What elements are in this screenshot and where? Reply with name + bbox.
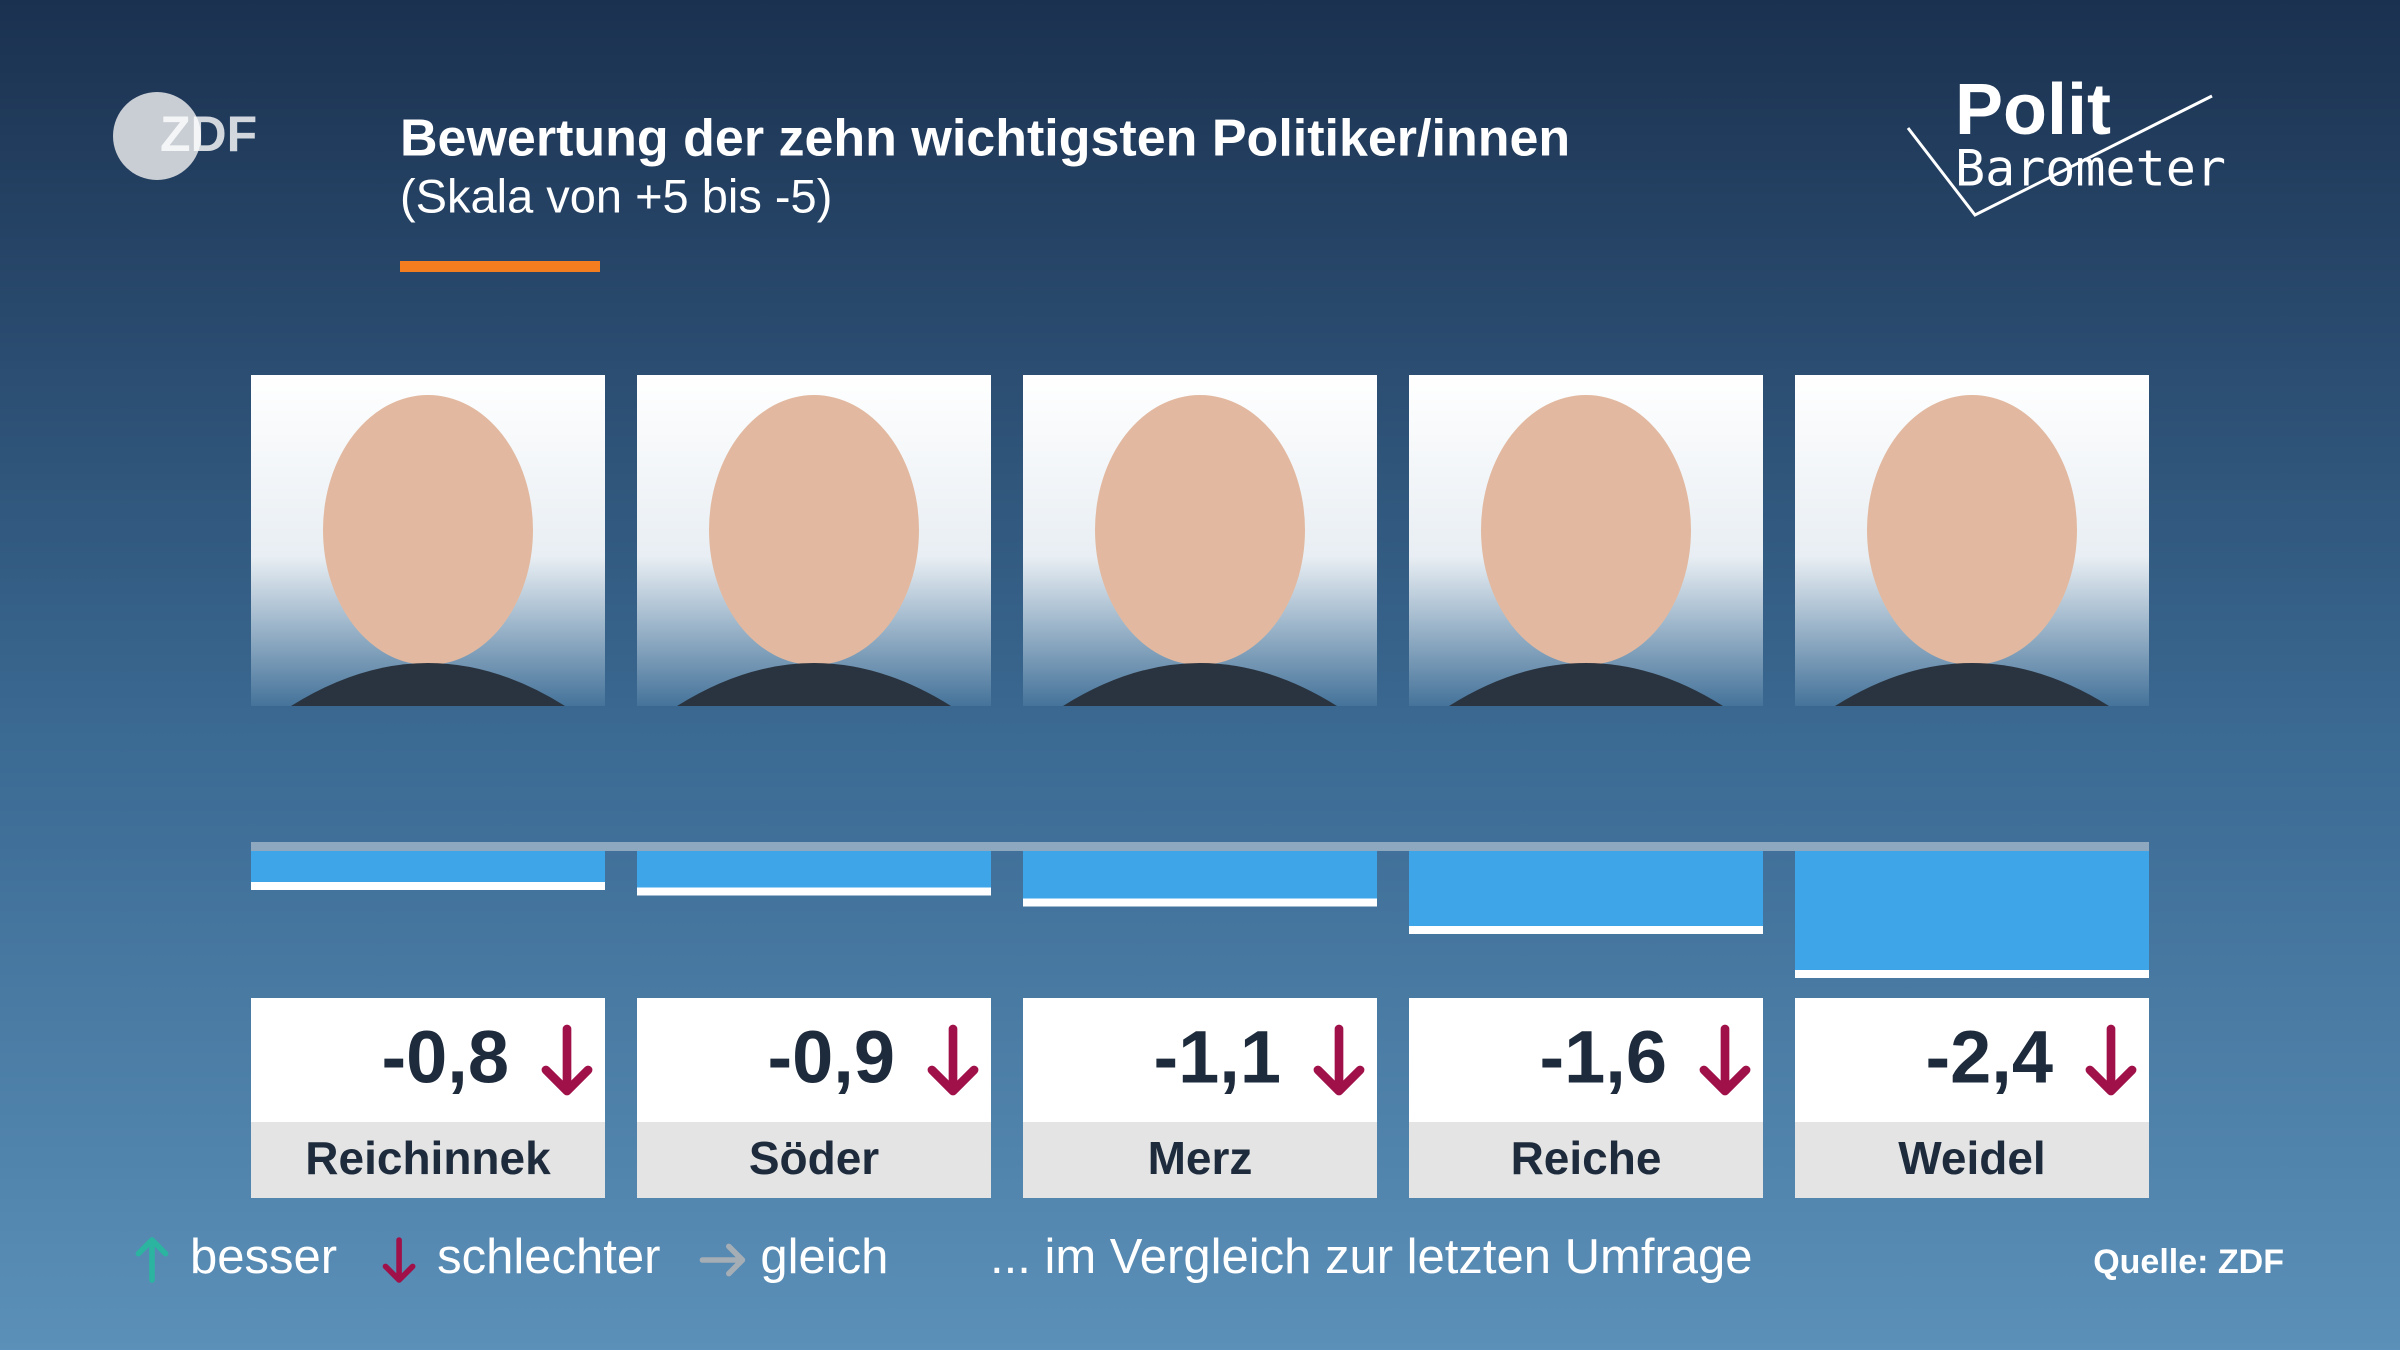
zdf-logo: ZDF — [113, 92, 257, 180]
brand-line2: Barometer — [1955, 140, 2226, 198]
value-label: -0,9 — [767, 1016, 895, 1099]
x-tick-label: Reiche — [1511, 1132, 1662, 1184]
value-label: -0,8 — [381, 1016, 509, 1099]
portrait-head — [323, 395, 533, 665]
x-tick-label: Merz — [1148, 1132, 1253, 1184]
trend-arrow — [382, 1237, 416, 1283]
bar-edge — [1409, 926, 1763, 934]
name-box — [637, 1122, 991, 1198]
accent-line — [400, 261, 600, 272]
trend-arrow — [927, 1024, 979, 1096]
bar-edge — [1023, 898, 1377, 907]
portrait-shoulders — [677, 663, 951, 706]
portrait-head — [1481, 395, 1691, 665]
trend-arrow — [135, 1237, 169, 1283]
bar-edge — [637, 887, 991, 896]
value-box — [1023, 998, 1377, 1122]
bar — [1023, 846, 1377, 907]
brand-check — [1906, 94, 2213, 217]
x-tick-label: Weidel — [1898, 1132, 2045, 1184]
portrait-shoulders — [1835, 663, 2109, 706]
x-tick-label: Reichinnek — [305, 1132, 551, 1184]
trend-arrow — [541, 1024, 593, 1096]
source: Quelle: ZDF — [2093, 1243, 2284, 1281]
name-box — [1409, 1122, 1763, 1198]
name-box — [251, 1122, 605, 1198]
portrait-head — [1867, 395, 2077, 665]
bar — [1409, 846, 1763, 934]
legend-label: besser — [190, 1230, 337, 1284]
portrait-shoulders — [1063, 663, 1337, 706]
value-box — [1409, 998, 1763, 1122]
value-label: -2,4 — [1925, 1016, 2053, 1099]
bar-edge — [1795, 970, 2149, 978]
portrait-shoulders — [1449, 663, 1723, 706]
value-box — [251, 998, 605, 1122]
brand-line1: Polit — [1955, 70, 2111, 150]
portrait-head — [709, 395, 919, 665]
trend-arrow — [1699, 1024, 1751, 1096]
value-label: -1,1 — [1153, 1016, 1281, 1099]
value-label: -1,6 — [1539, 1016, 1667, 1099]
value-box — [637, 998, 991, 1122]
legend-label: schlechter — [437, 1230, 660, 1284]
brand-logo: Polit Barometer — [1906, 70, 2226, 217]
bar — [1795, 846, 2149, 978]
logo-text: ZDF — [160, 106, 257, 162]
logo-circle — [113, 92, 201, 180]
trend-arrow — [2085, 1024, 2137, 1096]
name-box — [1023, 1122, 1377, 1198]
trend-arrow — [699, 1243, 746, 1277]
portrait-shoulders — [291, 663, 565, 706]
legend-note: ... im Vergleich zur letzten Umfrage — [990, 1230, 1753, 1284]
bar-edge — [251, 882, 605, 890]
chart-subtitle: (Skala von +5 bis -5) — [400, 169, 832, 222]
legend-label: gleich — [760, 1230, 888, 1284]
chart-title: Bewertung der zehn wichtigsten Politiker… — [400, 110, 1570, 168]
trend-arrow — [1313, 1024, 1365, 1096]
value-box — [1795, 998, 2149, 1122]
bar — [637, 846, 991, 896]
x-tick-label: Söder — [749, 1132, 879, 1184]
portrait-head — [1095, 395, 1305, 665]
baseline — [251, 842, 2149, 851]
name-box — [1795, 1122, 2149, 1198]
